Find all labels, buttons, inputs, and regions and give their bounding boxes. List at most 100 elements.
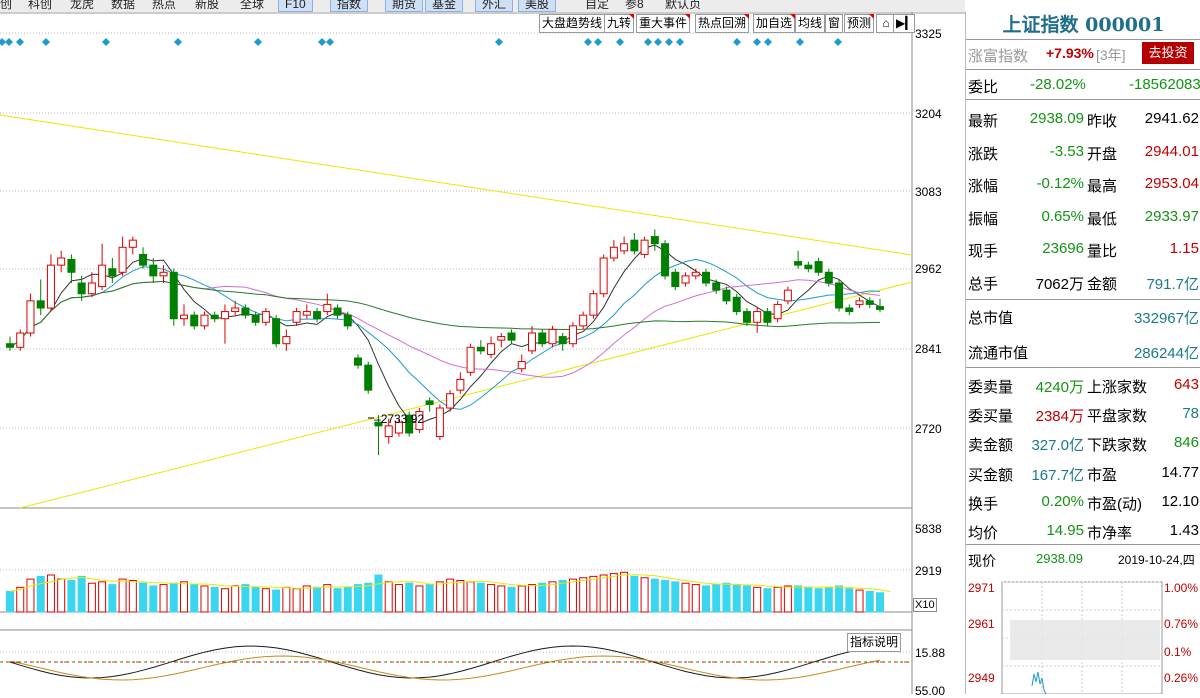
mini-price-line xyxy=(1031,671,1047,694)
candle-body xyxy=(865,300,874,305)
volume-bar xyxy=(292,588,301,613)
candle-body xyxy=(579,314,588,327)
volume-bar xyxy=(405,582,414,613)
volume-bar xyxy=(241,584,250,613)
quote-v2: 2941.62 xyxy=(1144,110,1199,127)
candle-body xyxy=(231,307,240,313)
top-tab-button[interactable]: F10 xyxy=(278,0,313,12)
top-menu-item[interactable]: 参8 xyxy=(625,0,644,11)
candle-body xyxy=(16,332,25,348)
candle-body xyxy=(620,243,629,252)
volume-bar xyxy=(364,582,373,613)
volume-bar xyxy=(517,585,526,613)
blurred-watermark xyxy=(1010,620,1160,660)
chart-tool-button[interactable]: 热点回溯 xyxy=(695,14,750,33)
event-marker-icon xyxy=(5,38,13,46)
volume-bar xyxy=(661,579,670,613)
top-tab-button[interactable]: 指数 xyxy=(330,0,369,12)
candle-body xyxy=(640,239,649,255)
top-tab-button[interactable]: 美股 xyxy=(518,0,557,12)
volume-bar xyxy=(26,578,35,613)
candle-body xyxy=(876,306,884,310)
volume-bar xyxy=(712,584,721,613)
candle-body xyxy=(169,271,178,320)
indicator-tick-label: 55.00 xyxy=(915,684,946,698)
chart-tool-button[interactable]: 窗 xyxy=(825,14,844,33)
chart-tool-button[interactable]: 预测 xyxy=(844,14,875,33)
quote-l2: 开盘 xyxy=(1087,145,1118,163)
volume-bar xyxy=(374,574,383,613)
price-tick-label: 2720 xyxy=(915,422,942,436)
quote-v1: 327.0亿 xyxy=(1031,437,1084,455)
quote-row: 振幅 0.65% 最低 2933.97 xyxy=(966,200,1200,232)
top-menu-item[interactable]: 默认页 xyxy=(665,0,702,11)
volume-bar xyxy=(333,588,342,613)
collapse-arrow-icon[interactable]: ▶▎ xyxy=(893,14,915,33)
top-menu-item[interactable]: 自定 xyxy=(585,0,610,11)
volume-bar xyxy=(865,590,874,613)
chart-tool-button[interactable]: 加自选 xyxy=(753,14,796,33)
candle-body xyxy=(67,258,76,273)
top-menu-item[interactable]: 全球 xyxy=(240,0,265,11)
candle-body xyxy=(46,264,55,309)
top-menu-item[interactable]: 创 xyxy=(0,0,13,11)
candle-body xyxy=(763,311,772,323)
quote-v1: 0.20% xyxy=(1041,492,1084,510)
quote-l2: 市盈 xyxy=(1087,466,1118,484)
candle-body xyxy=(466,346,475,373)
quote-v2: 2933.97 xyxy=(1144,207,1199,225)
market-cap-value: 332967亿 xyxy=(1133,310,1199,327)
quote-l1: 卖金额 xyxy=(968,437,1014,455)
volume-bar xyxy=(671,581,680,613)
candle-body xyxy=(26,300,35,334)
chart-tool-button[interactable]: 均线 xyxy=(795,14,826,33)
volume-bar xyxy=(118,578,127,613)
chart-tool-label: 重大事件 xyxy=(639,16,688,30)
quote-v1: 23696 xyxy=(1042,240,1084,257)
indicator-help-button[interactable]: 指标说明 xyxy=(847,633,902,652)
top-menu-item[interactable]: 龙虎 xyxy=(70,0,95,11)
top-tab-button[interactable]: 外汇 xyxy=(475,0,514,12)
top-menu-item[interactable]: 热点 xyxy=(152,0,177,11)
chart-tool-button[interactable]: 九转 xyxy=(604,14,635,33)
quote-l1: 最新 xyxy=(968,113,999,130)
quote-l1: 均价 xyxy=(968,525,999,542)
event-marker-icon xyxy=(796,38,804,46)
volume-bar xyxy=(732,584,741,613)
quote-row: 买金额 167.7亿 市盈 14.77 xyxy=(966,456,1200,488)
volume-bar xyxy=(139,582,148,613)
event-marker-icon xyxy=(733,38,741,46)
quote-l1: 换手 xyxy=(968,495,999,513)
chart-tool-label: 加自选 xyxy=(756,16,793,30)
chart-tool-button[interactable]: 大盘趋势线 xyxy=(539,14,606,33)
volume-bar xyxy=(190,584,199,613)
event-marker-icon xyxy=(594,38,602,46)
volume-bar xyxy=(630,575,639,613)
candle-body xyxy=(343,314,352,327)
top-menu-item[interactable]: 科创 xyxy=(28,0,53,11)
top-menu-item[interactable]: 新股 xyxy=(195,0,220,11)
quote-v2: 78 xyxy=(1182,405,1199,423)
wb-label: 委比 xyxy=(968,79,999,96)
volume-bar xyxy=(302,585,311,613)
chart-tool-button[interactable]: 重大事件 xyxy=(636,14,691,33)
candle-body xyxy=(548,328,557,345)
market-cap-row: 总市值 332967亿 xyxy=(966,302,1200,330)
quote-row: 最新 2938.09 昨收 2941.62 xyxy=(966,102,1200,134)
wb-pct: -28.02% xyxy=(1030,76,1086,93)
quote-l2: 昨收 xyxy=(1087,113,1118,130)
volume-bar xyxy=(415,585,424,613)
invest-button[interactable]: 去投资 xyxy=(1142,42,1194,64)
quote-v2: 2944.01 xyxy=(1144,142,1199,160)
quote-l1: 现手 xyxy=(968,243,999,260)
quote-l2: 市净率 xyxy=(1087,525,1133,542)
volume-bar xyxy=(261,588,270,613)
volume-tick-label: X10 xyxy=(913,598,937,612)
red-corner-marker xyxy=(685,14,691,19)
top-tab-button[interactable]: 期货 xyxy=(385,0,424,12)
mini-axis-left-label: 2949 xyxy=(968,671,995,685)
top-tab-button[interactable]: 基金 xyxy=(425,0,464,12)
top-menu-item[interactable]: 数据 xyxy=(111,0,136,11)
volume-bar xyxy=(824,586,833,613)
quote-v2: 14.77 xyxy=(1161,463,1199,481)
